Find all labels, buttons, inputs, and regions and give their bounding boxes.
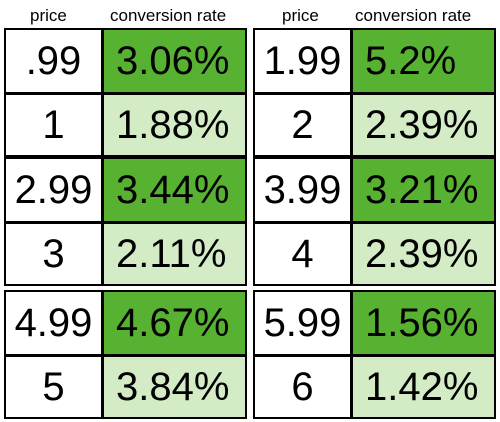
table-row: 1.99 5.2% [255, 30, 494, 92]
table-row: 2 2.39% [255, 95, 494, 155]
price-block: 4.99 4.67% 5 3.84% [4, 290, 247, 419]
table-row: 5.99 1.56% [255, 292, 494, 354]
table-row: 6 1.42% [255, 357, 494, 417]
conversion-rate-cell: 1.88% [104, 95, 245, 155]
price-block: 3.99 3.21% 4 2.39% [253, 157, 496, 286]
table-row: 2.99 3.44% [6, 159, 245, 221]
table-row: 3 2.11% [6, 224, 245, 284]
price-cell: 4.99 [6, 292, 101, 354]
conversion-rate-cell: 5.2% [353, 30, 494, 92]
price-block: 1.99 5.2% 2 2.39% [253, 28, 496, 157]
price-cell: 5 [6, 357, 101, 417]
price-cell: 3.99 [255, 159, 350, 221]
conversion-rate-cell: 3.84% [104, 357, 245, 417]
table-row: .99 3.06% [6, 30, 245, 92]
conversion-rate-cell: 2.39% [353, 95, 494, 155]
table-row: 5 3.84% [6, 357, 245, 417]
conversion-rate-cell: 1.56% [353, 292, 494, 354]
price-block: 2.99 3.44% 3 2.11% [4, 157, 247, 286]
conversion-rate-cell: 4.67% [104, 292, 245, 354]
table-row: 3.99 3.21% [255, 159, 494, 221]
price-cell: 5.99 [255, 292, 350, 354]
price-cell: 4 [255, 224, 350, 284]
conversion-rate-cell: 1.42% [353, 357, 494, 417]
price-cell: 2.99 [6, 159, 101, 221]
price-cell: 2 [255, 95, 350, 155]
header-price-left: price [30, 6, 67, 25]
conversion-rate-cell: 3.44% [104, 159, 245, 221]
conversion-rate-cell: 2.39% [353, 224, 494, 284]
table-row: 1 1.88% [6, 95, 245, 155]
table-row: 4 2.39% [255, 224, 494, 284]
price-block: .99 3.06% 1 1.88% [4, 28, 247, 157]
price-cell: 3 [6, 224, 101, 284]
table-row: 4.99 4.67% [6, 292, 245, 354]
conversion-rate-cell: 2.11% [104, 224, 245, 284]
conversion-rate-cell: 3.21% [353, 159, 494, 221]
price-cell: .99 [6, 30, 101, 92]
price-cell: 6 [255, 357, 350, 417]
header-conversion-rate-left: conversion rate [110, 6, 227, 25]
price-cell: 1.99 [255, 30, 350, 92]
header-price-right: price [282, 6, 319, 25]
conversion-rate-cell: 3.06% [104, 30, 245, 92]
header-conversion-rate-right: conversion rate [355, 6, 472, 25]
price-block: 5.99 1.56% 6 1.42% [253, 290, 496, 419]
price-cell: 1 [6, 95, 101, 155]
